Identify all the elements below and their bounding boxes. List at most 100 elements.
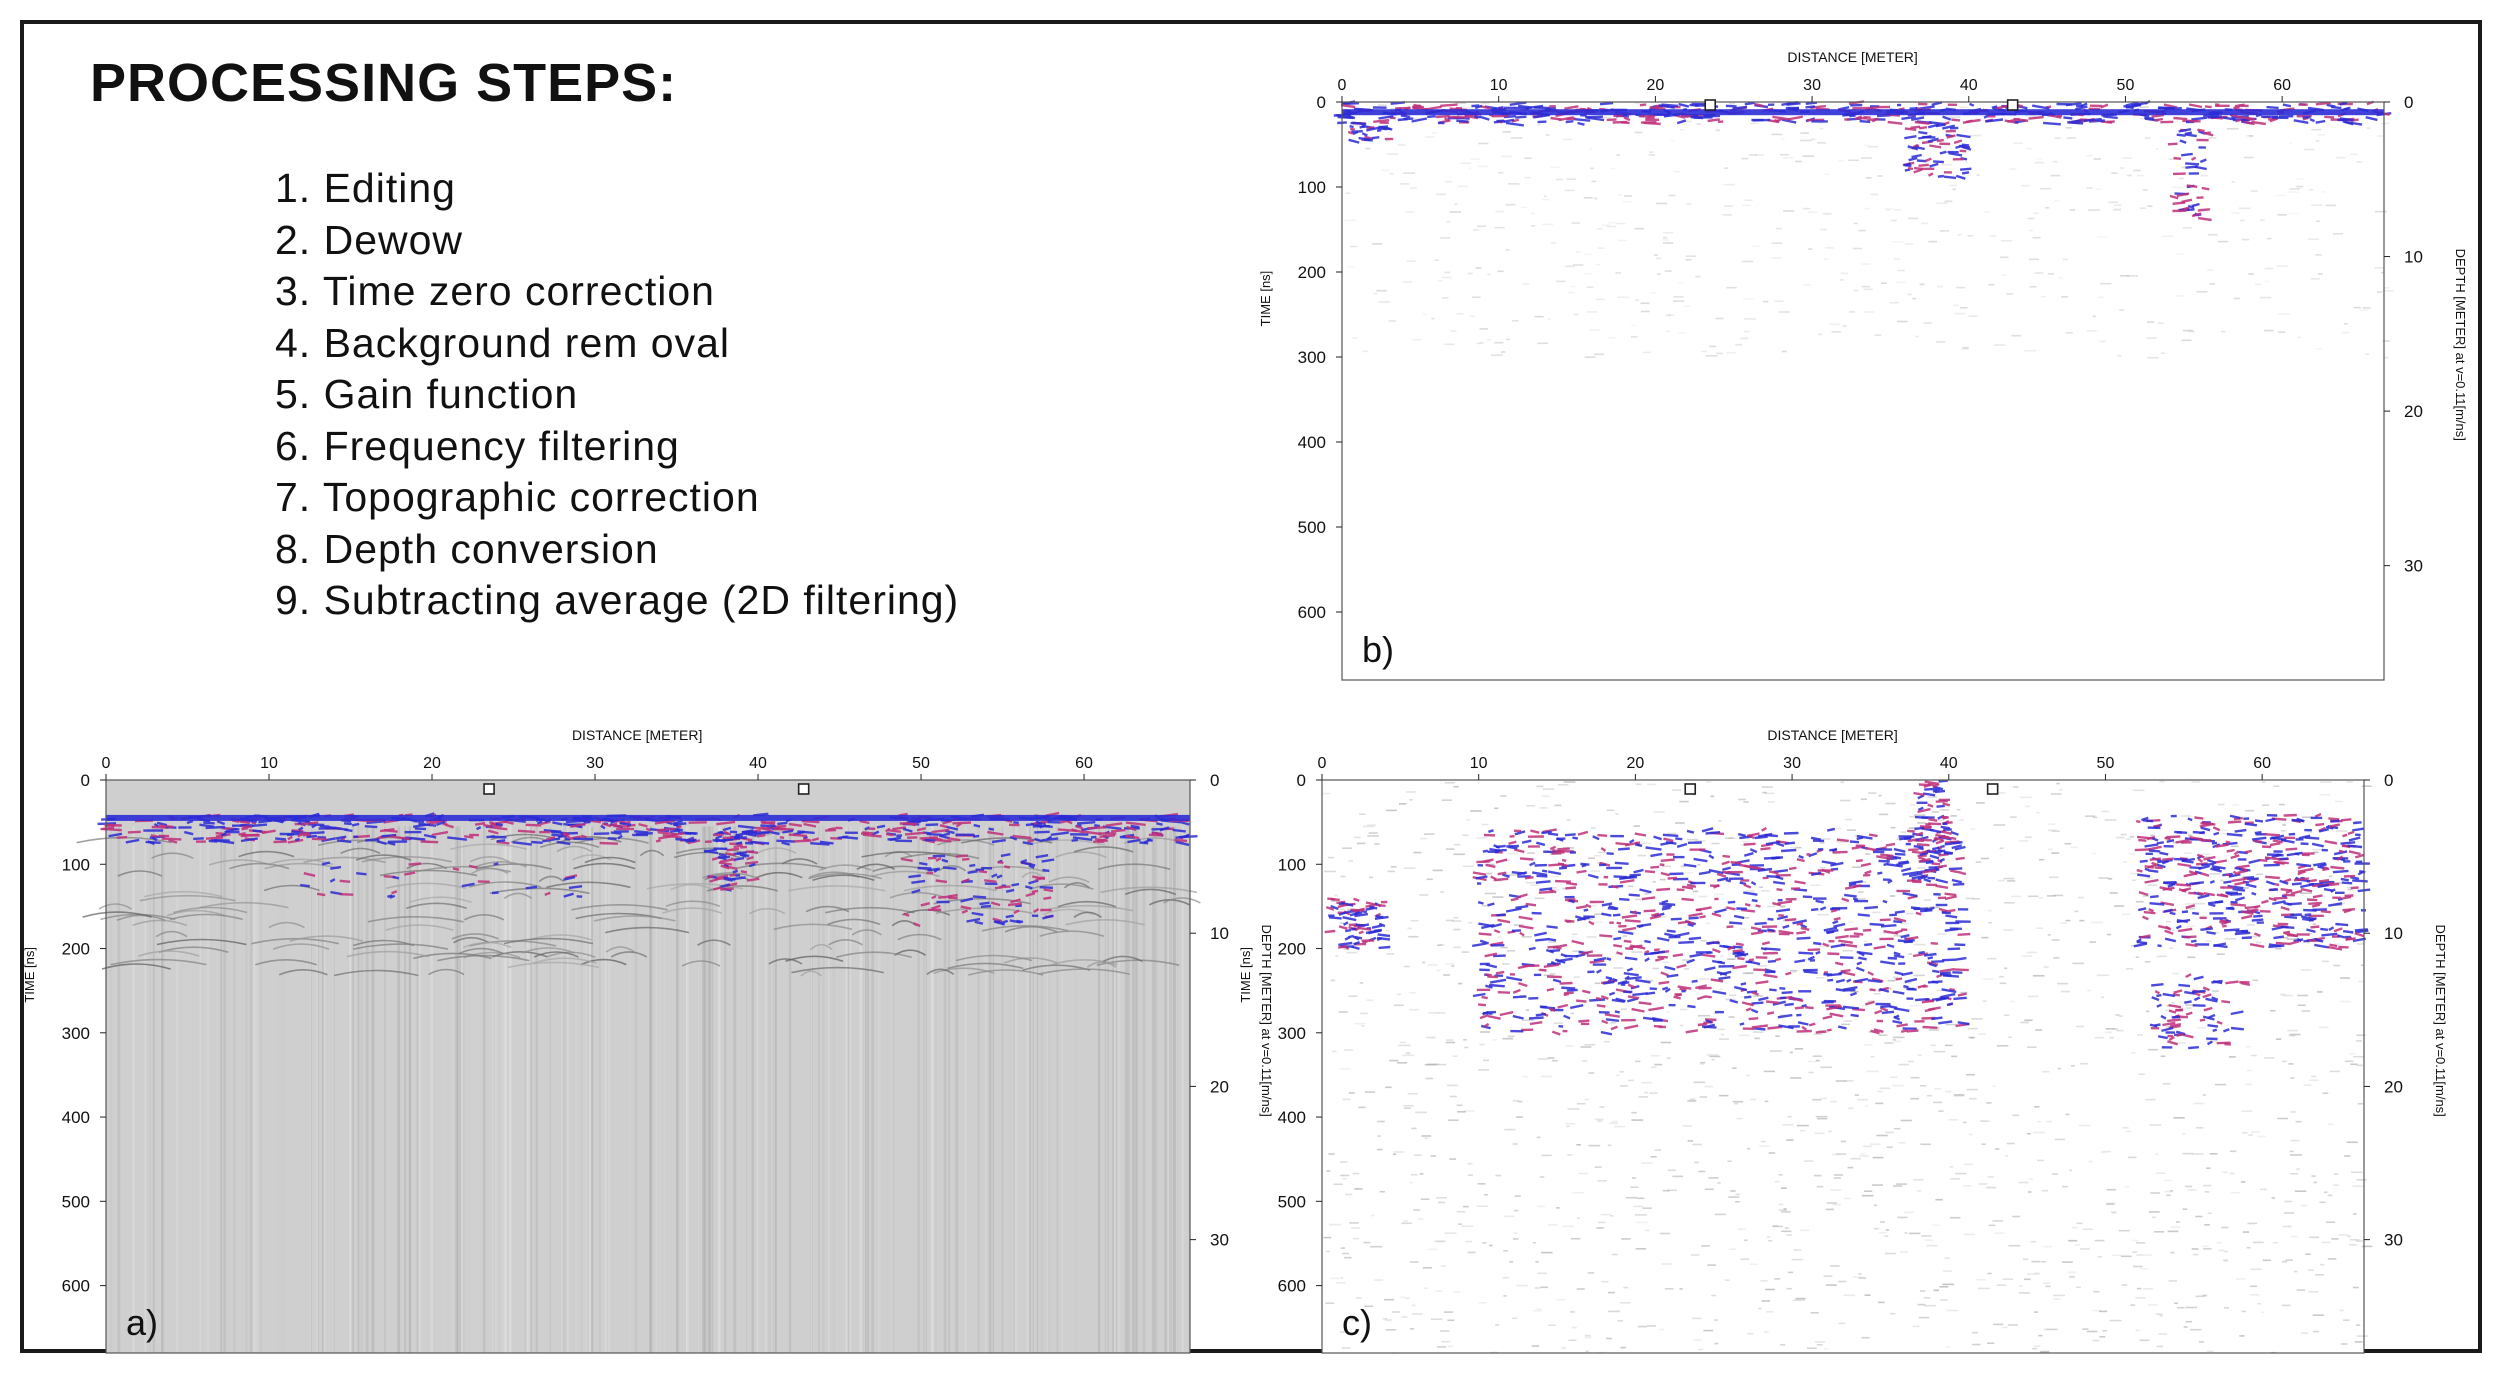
speckle <box>1870 193 1878 196</box>
speckle <box>1494 226 1505 229</box>
speckle <box>1771 133 1783 136</box>
speckle <box>2182 1208 2188 1210</box>
speckle <box>1453 785 1459 788</box>
speckle <box>1939 809 1950 811</box>
speckle <box>2280 830 2286 832</box>
signal-mark <box>1935 123 1946 128</box>
signal-mark <box>1810 871 1822 876</box>
speckle <box>2222 1171 2228 1174</box>
speckle <box>1444 271 1451 274</box>
signal-mark <box>926 832 942 836</box>
signal-mark <box>2156 863 2166 869</box>
signal-mark <box>1743 891 1758 896</box>
trace-stripe <box>1132 826 1135 1354</box>
speckle <box>2069 1276 2075 1278</box>
signal-mark <box>1926 849 1941 855</box>
signal-mark <box>1564 833 1576 837</box>
signal-mark <box>2282 103 2292 108</box>
speckle <box>1637 1197 1645 1200</box>
speckle <box>1465 1240 1473 1243</box>
signal-mark <box>1815 1030 1827 1034</box>
speckle <box>1392 1153 1397 1156</box>
signal-mark <box>1739 1022 1745 1026</box>
speckle <box>2052 1173 2059 1175</box>
speckle <box>1745 890 1755 892</box>
speckle <box>1971 1018 1983 1020</box>
signal-mark <box>1661 899 1669 904</box>
speckle <box>1860 1153 1866 1155</box>
trace-stripe <box>1013 826 1015 1354</box>
speckle <box>1722 214 1733 216</box>
reflection <box>138 950 200 957</box>
speckle <box>2024 349 2037 352</box>
speckle <box>1893 935 1902 937</box>
signal-mark <box>1547 832 1559 836</box>
speckle <box>1634 1214 1647 1216</box>
speckle <box>2279 803 2285 806</box>
speckle <box>2359 309 2369 312</box>
speckle <box>2006 1142 2015 1145</box>
speckle <box>1872 1184 1883 1186</box>
speckle <box>1407 1093 1418 1095</box>
signal-mark <box>1490 875 1497 881</box>
signal-mark <box>1927 956 1934 960</box>
signal-mark <box>1707 118 1720 123</box>
speckle <box>2133 1265 2143 1268</box>
speckle <box>1522 1075 1528 1078</box>
speckle <box>1740 1258 1749 1260</box>
speckle <box>1478 142 1489 145</box>
x-tick-label: 30 <box>1803 77 1821 94</box>
speckle <box>1893 258 1901 260</box>
speckle <box>1498 171 1504 174</box>
signal-mark <box>1005 914 1014 919</box>
trace-stripe <box>1075 826 1077 1354</box>
signal-mark <box>1621 914 1638 919</box>
signal-mark <box>1733 914 1745 920</box>
signal-mark <box>931 828 950 834</box>
speckle <box>1330 979 1335 982</box>
speckle <box>1455 102 1467 105</box>
signal-mark <box>607 837 617 840</box>
speckle <box>2347 888 2353 891</box>
speckle <box>1492 1039 1497 1041</box>
signal-mark <box>287 838 304 844</box>
speckle <box>2128 1156 2137 1159</box>
signal-mark <box>1358 136 1371 141</box>
speckle <box>1825 1284 1837 1286</box>
speckle <box>1377 1120 1385 1123</box>
y-tick-label: 500 <box>62 1192 90 1211</box>
signal-mark <box>1357 926 1372 931</box>
signal-mark <box>1873 1028 1884 1033</box>
signal-mark <box>496 839 506 843</box>
speckle <box>1649 1092 1658 1094</box>
signal-mark <box>2173 116 2188 121</box>
speckle <box>1884 208 1894 210</box>
speckle <box>1330 900 1337 902</box>
speckle <box>2018 1181 2029 1184</box>
speckle <box>1618 239 1627 242</box>
signal-mark <box>2136 938 2142 943</box>
signal-mark <box>564 874 578 880</box>
trace-stripe <box>132 826 135 1354</box>
speckle <box>1966 1088 1978 1091</box>
speckle <box>1599 116 1611 119</box>
speckle <box>1597 851 1606 854</box>
trace-stripe <box>223 826 226 1354</box>
signal-mark <box>972 834 980 838</box>
signal-mark <box>1781 848 1797 853</box>
speckle <box>1555 1298 1566 1301</box>
signal-mark <box>2080 102 2088 108</box>
speckle <box>1786 1139 1794 1141</box>
y-tick-label: 0 <box>1317 93 1326 112</box>
speckle <box>1453 1291 1460 1293</box>
signal-mark <box>1685 1029 1699 1034</box>
speckle <box>1409 1261 1419 1263</box>
speckle <box>1549 973 1556 975</box>
speckle <box>2032 236 2041 239</box>
x-tick-label: 0 <box>1338 77 1347 94</box>
speckle <box>2241 1110 2253 1112</box>
signal-mark <box>2191 202 2200 208</box>
signal-mark <box>1518 924 1534 930</box>
y2-tick-label: 20 <box>2404 402 2423 421</box>
speckle <box>1566 1125 1570 1128</box>
